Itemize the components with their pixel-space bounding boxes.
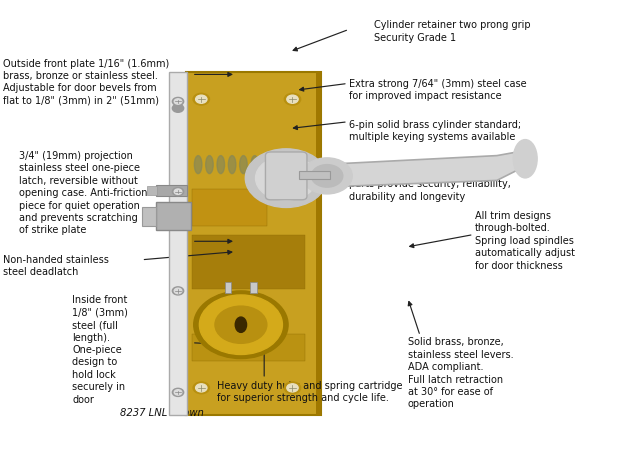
Text: 3/4" (19mm) projection
stainless steel one-piece
latch, reversible without
openi: 3/4" (19mm) projection stainless steel o… (19, 151, 147, 235)
Circle shape (172, 104, 184, 112)
Ellipse shape (228, 156, 236, 174)
Circle shape (193, 93, 209, 105)
Circle shape (193, 382, 209, 394)
Circle shape (174, 99, 182, 104)
Circle shape (287, 384, 298, 392)
Circle shape (196, 95, 207, 103)
FancyBboxPatch shape (192, 334, 305, 361)
Circle shape (302, 158, 352, 194)
FancyBboxPatch shape (192, 189, 267, 226)
FancyBboxPatch shape (250, 282, 257, 293)
Circle shape (196, 384, 207, 392)
Text: All trim designs
through-bolted.
Spring load spindles
automatically adjust
for d: All trim designs through-bolted. Spring … (475, 211, 575, 271)
FancyBboxPatch shape (147, 186, 157, 195)
Text: Inside front
1/8" (3mm)
steel (full
length).
One-piece
design to
hold lock
secur: Inside front 1/8" (3mm) steel (full leng… (72, 295, 128, 405)
Text: Extra strong 7/64" (3mm) steel case
for improved impact resistance: Extra strong 7/64" (3mm) steel case for … (349, 79, 526, 101)
Ellipse shape (206, 156, 213, 174)
FancyBboxPatch shape (316, 72, 321, 415)
Circle shape (174, 288, 182, 294)
FancyBboxPatch shape (169, 72, 187, 415)
Ellipse shape (262, 156, 270, 174)
FancyBboxPatch shape (156, 185, 187, 196)
Text: Heavy gauge corrosion resistant
parts provide security, reliability,
durability : Heavy gauge corrosion resistant parts pr… (349, 167, 511, 202)
Ellipse shape (217, 156, 225, 174)
Text: Non-handed stainless
steel deadlatch: Non-handed stainless steel deadlatch (3, 255, 109, 277)
Text: Cylinder retainer two prong grip
Security Grade 1: Cylinder retainer two prong grip Securit… (374, 20, 531, 43)
Ellipse shape (235, 317, 247, 332)
Circle shape (255, 156, 317, 200)
Circle shape (194, 291, 288, 359)
Ellipse shape (240, 156, 247, 174)
Circle shape (172, 388, 184, 396)
FancyBboxPatch shape (299, 171, 330, 179)
Text: 8237 LNL Shown: 8237 LNL Shown (120, 408, 203, 418)
Circle shape (174, 189, 182, 194)
Text: Heavy duty hubs and spring cartridge
for superior strength and cycle life.: Heavy duty hubs and spring cartridge for… (217, 381, 403, 404)
FancyBboxPatch shape (265, 152, 307, 200)
Text: Outside front plate 1/16" (1.6mm)
brass, bronze or stainless steel.
Adjustable f: Outside front plate 1/16" (1.6mm) brass,… (3, 59, 169, 106)
Circle shape (199, 295, 282, 354)
Circle shape (215, 306, 267, 343)
Circle shape (284, 382, 301, 394)
Ellipse shape (251, 156, 259, 174)
Polygon shape (142, 207, 156, 226)
Text: Solid brass, bronze,
stainless steel levers.
ADA compliant.
Full latch retractio: Solid brass, bronze, stainless steel lev… (408, 337, 513, 410)
Circle shape (270, 166, 303, 190)
Circle shape (311, 165, 343, 187)
Circle shape (172, 287, 184, 295)
FancyBboxPatch shape (225, 282, 231, 293)
Circle shape (172, 188, 184, 196)
FancyBboxPatch shape (192, 235, 305, 289)
Circle shape (284, 93, 301, 105)
Circle shape (287, 95, 298, 103)
Ellipse shape (194, 156, 202, 174)
Circle shape (172, 97, 184, 106)
Polygon shape (321, 151, 528, 187)
Circle shape (174, 390, 182, 395)
Text: 6-pin solid brass cylinder standard;
multiple keying systems available: 6-pin solid brass cylinder standard; mul… (349, 120, 521, 142)
Circle shape (245, 149, 327, 207)
FancyBboxPatch shape (156, 202, 191, 230)
FancyBboxPatch shape (186, 72, 321, 415)
Ellipse shape (513, 140, 537, 178)
